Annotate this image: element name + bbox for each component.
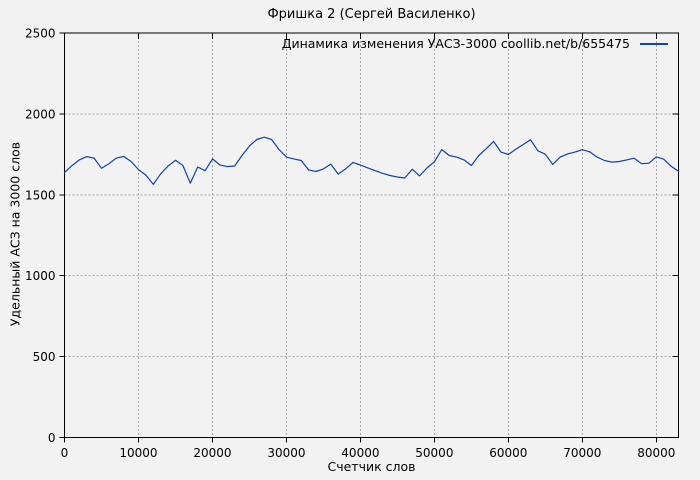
legend-series-label: Динамика изменения УАСЗ-3000 coollib.net… (281, 36, 630, 51)
x-tick-label: 20000 (193, 446, 231, 460)
x-axis-title: Счетчик слов (327, 459, 416, 474)
y-axis-title: Удельный АСЗ на 3000 слов (7, 141, 23, 327)
x-tick-label: 40000 (341, 446, 379, 460)
y-tick-label: 0 (48, 431, 56, 445)
plot-border (64, 32, 679, 438)
x-tick-label: 70000 (563, 446, 601, 460)
x-tick-label: 50000 (415, 446, 453, 460)
x-tick-label: 80000 (637, 446, 675, 460)
x-tick-label: 10000 (119, 446, 157, 460)
y-tick-label: 1500 (25, 188, 56, 202)
x-tick-label: 30000 (267, 446, 305, 460)
y-tick-label: 500 (33, 350, 56, 364)
legend-line-sample (640, 43, 668, 45)
x-tick-label: 0 (61, 446, 69, 460)
x-tick-label: 60000 (489, 446, 527, 460)
y-tick-label: 2500 (25, 27, 56, 41)
legend: Динамика изменения УАСЗ-3000 coollib.net… (282, 37, 668, 51)
y-tick-label: 1000 (25, 269, 56, 283)
y-tick-label: 2000 (25, 107, 56, 121)
data-line (63, 136, 680, 185)
chart-title: Фришка 2 (Сергей Василенко) (267, 7, 476, 22)
